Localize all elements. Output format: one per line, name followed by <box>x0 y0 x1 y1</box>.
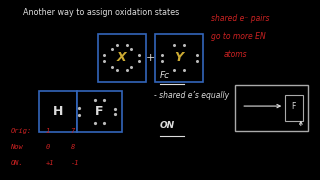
Text: 7: 7 <box>71 128 75 134</box>
Text: F: F <box>292 102 296 111</box>
Text: 0: 0 <box>45 144 50 150</box>
Text: Another way to assign oxidation states: Another way to assign oxidation states <box>23 8 179 17</box>
FancyBboxPatch shape <box>98 34 146 82</box>
FancyBboxPatch shape <box>39 91 77 132</box>
Text: atoms: atoms <box>224 50 247 59</box>
Text: shared e⁻ pairs: shared e⁻ pairs <box>211 14 269 23</box>
Text: go to more EN: go to more EN <box>211 32 266 41</box>
FancyBboxPatch shape <box>77 91 122 132</box>
FancyBboxPatch shape <box>155 34 203 82</box>
Text: -1: -1 <box>71 160 79 166</box>
FancyBboxPatch shape <box>235 85 308 131</box>
FancyBboxPatch shape <box>285 95 303 121</box>
Text: Now: Now <box>10 144 23 150</box>
Text: ON.: ON. <box>10 160 23 166</box>
Text: +: + <box>146 53 155 63</box>
Text: Fc: Fc <box>160 71 170 80</box>
Text: Orig:: Orig: <box>10 128 31 134</box>
Text: - shared e’s equally: - shared e’s equally <box>154 91 229 100</box>
Text: F: F <box>95 105 104 118</box>
Text: 8: 8 <box>71 144 75 150</box>
Text: +1: +1 <box>45 160 54 166</box>
Text: X: X <box>117 51 127 64</box>
Text: 1: 1 <box>45 128 50 134</box>
Text: H: H <box>53 105 63 118</box>
Text: Y: Y <box>175 51 184 64</box>
Text: ON: ON <box>160 121 175 130</box>
